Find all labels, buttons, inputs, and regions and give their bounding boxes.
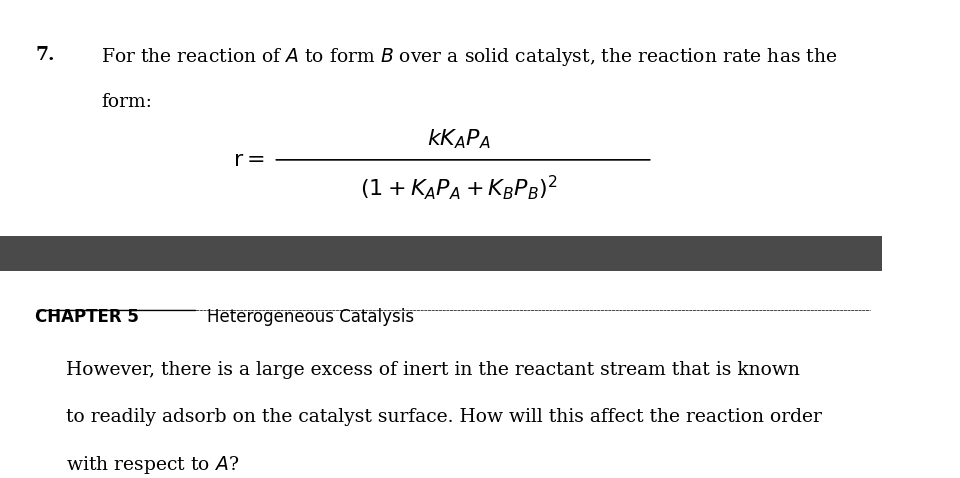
Text: to readily adsorb on the catalyst surface. How will this affect the reaction ord: to readily adsorb on the catalyst surfac…	[66, 408, 822, 426]
Text: Heterogeneous Catalysis: Heterogeneous Catalysis	[207, 308, 415, 326]
Text: form:: form:	[102, 93, 153, 111]
Text: For the reaction of $A$ to form $B$ over a solid catalyst, the reaction rate has: For the reaction of $A$ to form $B$ over…	[102, 46, 838, 68]
Text: $(1 + K_AP_A + K_BP_B)^2$: $(1 + K_AP_A + K_BP_B)^2$	[360, 173, 558, 202]
Text: $\mathrm{r} = $: $\mathrm{r} = $	[233, 149, 265, 171]
FancyBboxPatch shape	[0, 236, 882, 271]
Text: CHAPTER 5: CHAPTER 5	[36, 308, 139, 326]
Text: However, there is a large excess of inert in the reactant stream that is known: However, there is a large excess of iner…	[66, 361, 800, 380]
Text: with respect to $A$?: with respect to $A$?	[66, 454, 239, 476]
Text: $kK_AP_A$: $kK_AP_A$	[427, 127, 491, 151]
Text: 7.: 7.	[36, 46, 55, 65]
